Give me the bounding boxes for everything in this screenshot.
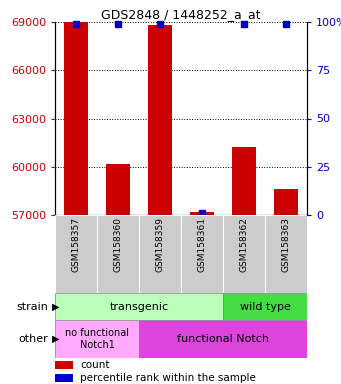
Bar — [106, 164, 130, 215]
Bar — [139, 215, 181, 293]
Bar — [139, 320, 307, 358]
Text: functional Notch: functional Notch — [177, 334, 269, 344]
Title: GDS2848 / 1448252_a_at: GDS2848 / 1448252_a_at — [101, 8, 261, 21]
Bar — [191, 212, 213, 215]
Bar — [55, 374, 73, 382]
Bar — [55, 320, 139, 358]
Text: no functional
Notch1: no functional Notch1 — [65, 328, 129, 350]
Text: strain: strain — [16, 301, 48, 311]
Text: GSM158357: GSM158357 — [72, 217, 80, 272]
Text: transgenic: transgenic — [109, 301, 168, 311]
Bar — [223, 215, 265, 293]
Text: ▶: ▶ — [51, 301, 59, 311]
Text: count: count — [80, 360, 110, 370]
Bar — [64, 22, 88, 215]
Text: GSM158363: GSM158363 — [282, 217, 291, 272]
Text: percentile rank within the sample: percentile rank within the sample — [80, 373, 256, 383]
Bar — [55, 293, 223, 320]
Bar — [275, 189, 298, 215]
Bar — [55, 361, 73, 369]
Bar — [233, 147, 255, 215]
Bar — [148, 25, 172, 215]
Text: wild type: wild type — [240, 301, 291, 311]
Text: GSM158360: GSM158360 — [114, 217, 122, 272]
Text: GSM158362: GSM158362 — [239, 217, 249, 272]
Bar — [97, 215, 139, 293]
Bar — [181, 215, 223, 293]
Text: other: other — [18, 334, 48, 344]
Text: ▶: ▶ — [51, 334, 59, 344]
Bar — [265, 215, 307, 293]
Text: GSM158359: GSM158359 — [155, 217, 164, 272]
Bar — [55, 215, 97, 293]
Text: GSM158361: GSM158361 — [197, 217, 207, 272]
Bar — [223, 293, 307, 320]
